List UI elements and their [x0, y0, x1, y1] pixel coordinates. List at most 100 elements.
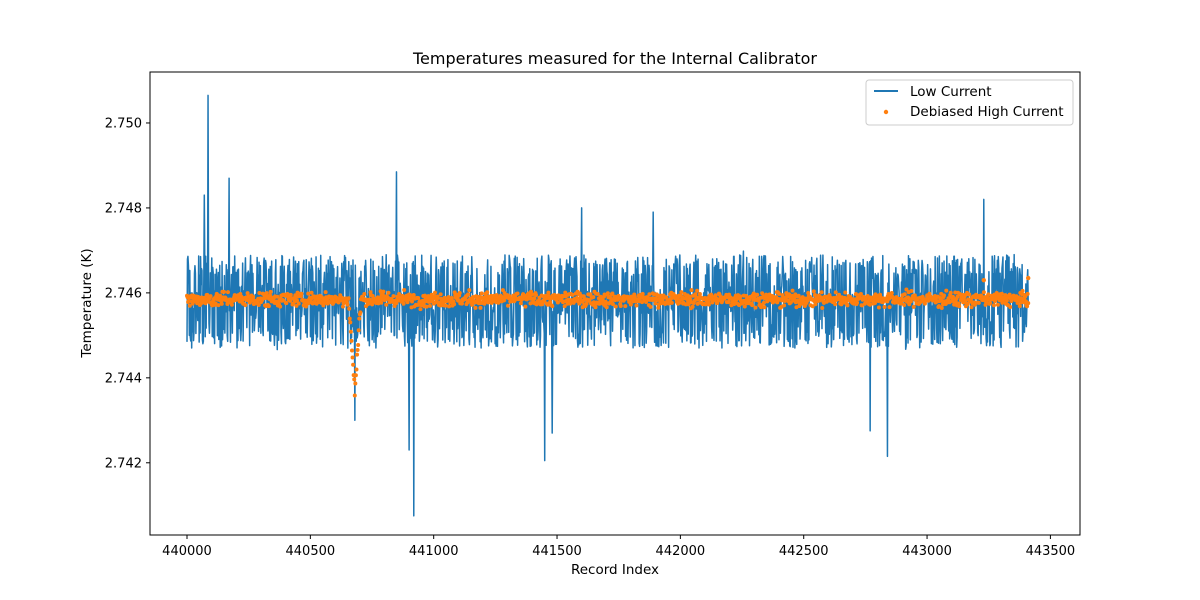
chart-title: Temperatures measured for the Internal C…: [412, 49, 817, 68]
scatter-point: [275, 294, 280, 299]
x-tick-label: 442500: [779, 544, 829, 559]
scatter-point: [942, 293, 947, 298]
scatter-point: [750, 303, 755, 308]
scatter-point: [683, 302, 688, 307]
legend-label-debiased-high-current: Debiased High Current: [910, 104, 1064, 120]
scatter-point: [628, 302, 633, 307]
scatter-point: [726, 300, 731, 305]
scatter-point: [858, 291, 863, 296]
scatter-point: [595, 291, 600, 296]
scatter-point: [405, 300, 410, 305]
scatter-point: [777, 291, 782, 296]
scatter-point: [623, 304, 628, 309]
scatter-point: [1020, 288, 1025, 293]
y-axis-label: Temperature (K): [79, 248, 95, 358]
scatter-point: [957, 304, 962, 309]
scatter-point: [467, 288, 472, 293]
scatter-point: [470, 302, 475, 307]
scatter-point: [738, 294, 743, 299]
scatter-point: [225, 290, 230, 295]
scatter-point: [329, 294, 334, 299]
scatter-point: [634, 303, 639, 308]
scatter-point: [354, 367, 359, 372]
scatter-point: [853, 292, 858, 297]
legend-dot-swatch: [883, 109, 889, 115]
scatter-point: [981, 277, 986, 283]
scatter-point: [936, 304, 941, 309]
scatter-point: [438, 292, 443, 297]
scatter-point: [532, 296, 537, 301]
scatter-point: [268, 293, 273, 298]
scatter-point: [713, 293, 718, 298]
scatter-point: [459, 301, 464, 306]
scatter-point: [257, 291, 262, 296]
scatter-point: [353, 381, 358, 386]
scatter-point: [755, 292, 760, 297]
scatter-point: [355, 347, 360, 352]
scatter-point: [760, 291, 765, 296]
scatter-point: [545, 302, 550, 307]
scatter-point: [811, 289, 816, 294]
scatter-point: [530, 292, 535, 297]
scatter-point: [548, 300, 553, 305]
scatter-point: [351, 362, 356, 367]
scatter-point: [944, 288, 949, 293]
x-axis: 440000 440500 441000 441500 442000 442500 4430…: [162, 535, 1075, 559]
scatter-point: [874, 293, 879, 298]
scatter-point: [669, 300, 674, 305]
scatter-point: [321, 303, 326, 308]
scatter-point: [613, 304, 618, 309]
scatter-point: [485, 290, 490, 295]
scatter-point: [655, 293, 660, 298]
scatter-point: [697, 292, 702, 297]
scatter-point: [296, 301, 301, 306]
plot-frame: [149, 71, 1081, 536]
scatter-point: [284, 301, 289, 306]
scatter-point: [588, 292, 593, 297]
scatter-point: [229, 302, 234, 307]
x-tick-label: 443000: [902, 544, 952, 559]
scatter-point: [352, 393, 357, 398]
scatter-point: [618, 303, 623, 308]
scatter-point: [341, 304, 346, 309]
scatter-point: [245, 291, 250, 296]
scatter-point: [521, 292, 526, 297]
scatter-point: [352, 377, 357, 382]
scatter-point: [679, 290, 684, 295]
scatter-point: [502, 291, 507, 296]
scatter-point: [502, 298, 507, 303]
scatter-point: [690, 304, 695, 309]
scatter-point: [268, 289, 273, 294]
scatter-point: [208, 294, 213, 299]
scatter-point: [534, 293, 539, 298]
scatter-point: [876, 305, 881, 310]
scatter-point: [706, 302, 711, 307]
scatter-point: [370, 302, 375, 307]
x-tick-label: 440500: [286, 544, 336, 559]
scatter-point: [833, 290, 838, 295]
scatter-point: [348, 320, 353, 325]
scatter-point: [410, 299, 415, 304]
scatter-point: [306, 291, 311, 296]
scatter-point: [805, 298, 810, 303]
scatter-point: [523, 304, 528, 309]
scatter-point: [251, 294, 256, 299]
scatter-point: [813, 302, 818, 307]
scatter-point: [988, 300, 993, 305]
scatter-point: [264, 291, 269, 296]
scatter-point: [653, 301, 658, 306]
scatter-point: [575, 295, 580, 300]
scatter-point: [762, 305, 767, 310]
scatter-point: [219, 301, 224, 306]
scatter-point: [243, 303, 248, 308]
scatter-point: [837, 292, 842, 297]
x-tick-label: 441500: [532, 544, 582, 559]
scatter-point: [810, 304, 815, 309]
scatter-point: [515, 291, 520, 296]
scatter-point: [323, 290, 328, 295]
scatter-point: [449, 295, 454, 300]
scatter-point: [379, 300, 384, 305]
scatter-point: [1026, 275, 1031, 281]
legend: Low Current Debiased High Current: [865, 79, 1074, 126]
scatter-point: [761, 300, 766, 305]
